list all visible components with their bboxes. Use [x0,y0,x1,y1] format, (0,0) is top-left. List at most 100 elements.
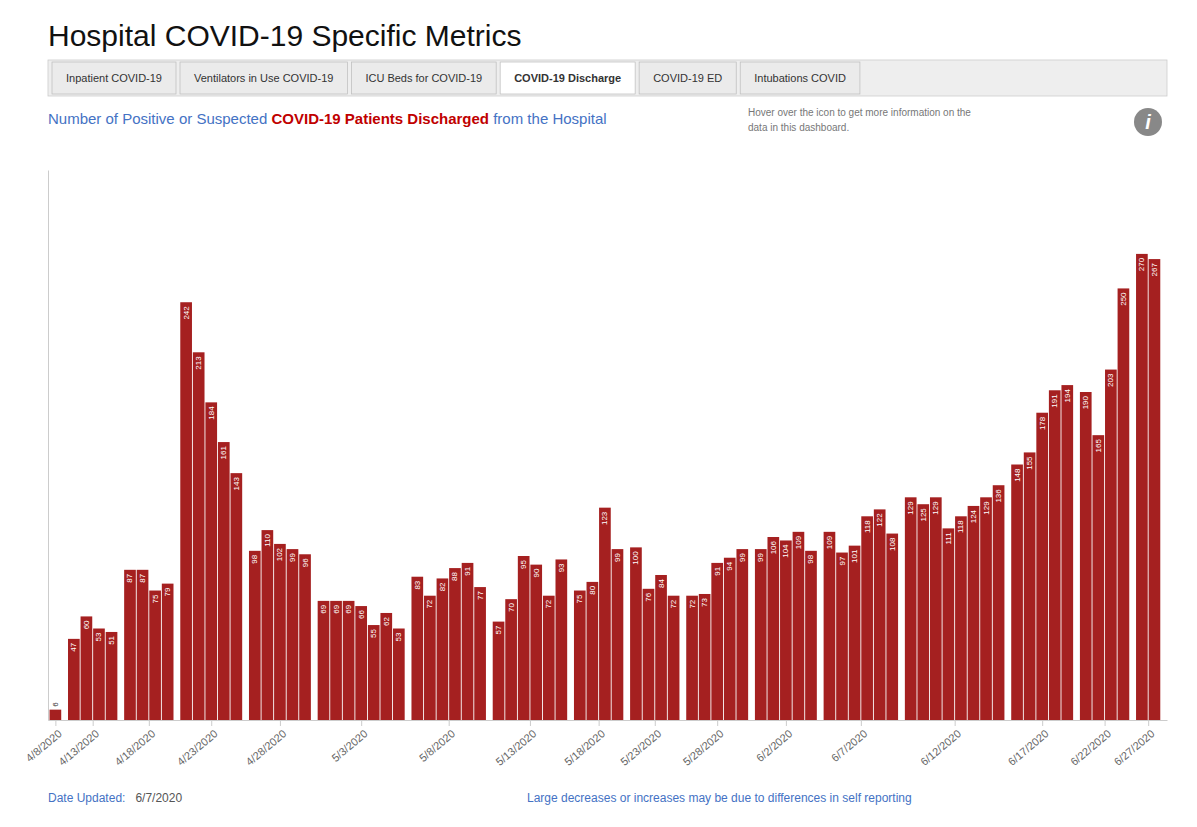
bar [274,544,286,720]
data-label: 98 [806,554,815,563]
bar [574,591,586,720]
bars [50,254,1161,720]
bar [886,534,898,720]
bar [849,546,861,720]
bar [1092,435,1104,720]
data-label: 91 [713,566,722,575]
data-label: 55 [369,629,378,638]
info-text: data in this dashboard. [748,122,849,133]
x-tick: 5/8/2020 [417,720,458,764]
x-tick: 4/23/2020 [175,720,220,768]
bar [543,596,555,720]
data-label: 161 [219,446,228,460]
x-tick-mark [599,720,600,726]
tab-background [52,62,176,94]
info-icon-circle [1134,108,1162,136]
data-label: 123 [600,511,609,525]
tab-label: COVID-19 ED [653,72,722,84]
bar [249,551,261,720]
data-label: 99 [738,553,747,562]
bar [612,549,624,720]
tab: Ventilators in Use COVID-19 [180,62,347,94]
bar [449,568,461,720]
x-tick-label: 6/22/2020 [1068,727,1113,768]
data-label: 66 [357,610,366,619]
tab-background [351,62,496,94]
data-label: 110 [263,534,272,547]
bar [711,563,723,720]
data-label: 178 [1038,416,1047,430]
x-tick-label: 6/2/2020 [754,727,795,764]
data-label: 101 [850,549,859,563]
x-tick-mark [955,720,956,726]
x-tick-mark [280,720,281,726]
bar [793,532,805,720]
bar [905,497,917,720]
x-tick: 6/17/2020 [1006,720,1051,768]
data-label: 69 [319,604,328,613]
bar [106,632,118,720]
tab-background [740,62,860,94]
data-label: 72 [425,599,434,608]
data-labels: 6476053518787757924221318416114398110102… [51,257,1159,706]
bar [655,575,667,720]
bar [93,629,105,720]
bar [699,594,711,720]
tab-label: Inpatient COVID-19 [66,72,162,84]
bar [1136,254,1148,720]
title: Hospital COVID-19 Specific Metrics [48,19,521,52]
data-label: 109 [794,535,803,549]
bar [193,352,205,720]
data-label: 99 [756,553,765,562]
bar [368,625,380,720]
data-label: 77 [476,591,485,600]
bar [205,402,217,720]
bar [343,601,355,720]
data-label: 91 [463,566,472,575]
bar [318,601,330,720]
bar [262,530,274,720]
date-updated-value: 6/7/2020 [135,791,182,805]
x-tick: 6/7/2020 [829,720,870,764]
bar [218,442,230,720]
tab-label: Ventilators in Use COVID-19 [194,72,333,84]
data-label: 69 [344,604,353,613]
data-label: 96 [301,558,310,567]
data-label: 106 [769,540,778,554]
x-tick-mark [1105,720,1106,726]
x-tick-label: 4/23/2020 [175,727,220,768]
bar [330,601,342,720]
bar [767,537,779,720]
data-label: 242 [182,306,191,320]
bar [805,551,817,720]
x-tick-mark [449,720,450,726]
tab-label: COVID-19 Discharge [514,72,621,84]
x-tick-label: 4/13/2020 [56,727,101,768]
x-tick-mark [1148,720,1149,726]
data-label: 97 [838,556,847,565]
footnote: Large decreases or increases may be due … [527,791,912,805]
x-tick: 6/12/2020 [918,720,963,768]
bar [462,563,474,720]
bar [724,558,736,720]
data-label: 60 [82,620,91,629]
data-label: 148 [1013,468,1022,482]
tab-background [500,62,635,94]
bar [599,508,611,720]
data-label: 80 [588,585,597,594]
x-axis: 4/8/20204/13/20204/18/20204/23/20204/28/… [23,720,1167,768]
bar [530,565,542,720]
bar [231,473,243,720]
bar [149,591,161,720]
bar [993,485,1005,720]
x-tick: 6/22/2020 [1068,720,1113,768]
data-label: 94 [725,561,734,570]
tab: ICU Beds for COVID-19 [351,62,496,94]
data-label: 155 [1025,456,1034,470]
x-tick-mark [861,720,862,726]
x-tick-label: 5/23/2020 [618,727,663,768]
bar [755,549,767,720]
bar [968,506,980,720]
data-label: 213 [194,356,203,370]
x-tick: 5/13/2020 [493,720,538,768]
